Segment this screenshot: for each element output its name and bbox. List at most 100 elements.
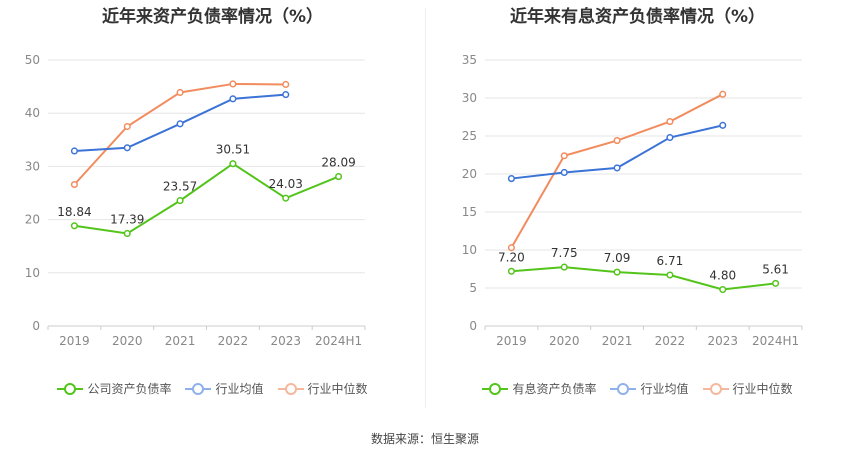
chart-interest-bearing-ratio: 近年来有息资产负债率情况（%） 0 5 10 15 20 25 30 35 2019 2020 20… [425, 0, 850, 410]
data-point [282, 91, 290, 99]
data-point [772, 279, 780, 287]
data-point [176, 197, 184, 205]
data-point [229, 160, 237, 168]
data-point [123, 229, 131, 238]
legend-item-industry-mean[interactable]: 行业均值 [610, 380, 689, 397]
legend-item-interest-bearing-ratio[interactable]: 有息资产负债率 [482, 380, 596, 397]
series-line [511, 266, 776, 291]
data-point [507, 267, 515, 275]
panel-divider [425, 8, 426, 408]
data-label: 24.03 [269, 177, 303, 191]
data-point [282, 194, 290, 202]
y-tick-label: 40 [25, 106, 40, 120]
series-line [74, 162, 339, 235]
legend-label: 行业中位数 [307, 382, 368, 396]
data-label: 7.75 [551, 246, 578, 260]
data-point [719, 121, 727, 129]
chart-plot-area: 0 5 10 15 20 25 30 35 2019 2020 2021 2022 2023 2024H1… [462, 53, 803, 348]
legend-line-icon [482, 382, 509, 395]
y-tick-label: 20 [25, 213, 40, 227]
data-point [666, 271, 674, 279]
data-label: 30.51 [216, 143, 250, 157]
data-label: 18.84 [57, 205, 91, 219]
data-point [176, 88, 184, 97]
data-point [282, 80, 290, 89]
x-tick-label: 2023 [707, 334, 738, 348]
legend-label: 行业均值 [215, 382, 264, 396]
y-tick-label: 10 [462, 243, 477, 257]
chart-legend: 公司资产负债率 行业均值 行业中位数 [0, 380, 425, 397]
legend-item-industry-median[interactable]: 行业中位数 [277, 380, 368, 397]
data-point [560, 263, 568, 271]
chart-asset-liability-ratio: 近年来资产负债率情况（%） 0 10 20 30 40 50 2019 2020 2021 202… [0, 0, 425, 410]
y-tick-label: 0 [469, 319, 477, 333]
x-tick-label: 2022 [655, 334, 686, 348]
series-line [73, 82, 286, 186]
legend-label: 有息资产负债率 [512, 382, 597, 396]
y-tick-label: 5 [469, 281, 477, 295]
data-label: 7.20 [498, 250, 525, 264]
x-tick-label: 2021 [602, 334, 633, 348]
data-point [560, 152, 568, 160]
chart-legend: 有息资产负债率 行业均值 行业中位数 [425, 380, 850, 397]
data-point [613, 164, 621, 172]
legend-line-icon [57, 382, 84, 395]
data-label: 23.57 [163, 180, 197, 194]
y-tick-label: 15 [462, 205, 477, 219]
data-point [613, 268, 621, 276]
legend-line-icon [702, 382, 729, 395]
data-point [70, 180, 78, 189]
legend-item-industry-median[interactable]: 行业中位数 [702, 380, 793, 397]
data-point [70, 147, 78, 155]
data-label: 4.80 [709, 269, 736, 283]
data-point [719, 90, 727, 98]
data-label: 7.09 [604, 251, 631, 265]
legend-label: 公司资产负债率 [87, 382, 172, 396]
y-tick-label: 0 [32, 319, 40, 333]
chart-title: 近年来资产负债率情况（%） [101, 7, 324, 27]
y-tick-label: 30 [25, 159, 40, 173]
y-tick-label: 50 [25, 53, 40, 67]
data-label: 17.39 [110, 212, 144, 226]
data-point [176, 120, 184, 128]
data-point [613, 137, 621, 145]
chart-plot-area: 0 10 20 30 40 50 2019 2020 2021 2022 2023 2024H1 18.… [25, 53, 366, 348]
data-label: 5.61 [762, 262, 789, 276]
y-tick-label: 20 [462, 167, 477, 181]
data-point [560, 168, 568, 177]
legend-label: 行业均值 [640, 382, 689, 396]
data-point [123, 122, 131, 131]
legend-line-icon [610, 382, 637, 395]
data-point [70, 222, 78, 230]
x-tick-label: 2024H1 [752, 334, 799, 348]
data-label: 28.09 [321, 156, 355, 170]
x-tick-label: 2019 [496, 334, 527, 348]
data-point [666, 118, 674, 126]
data-point [507, 244, 515, 252]
x-tick-label: 2020 [549, 334, 580, 348]
x-tick-label: 2019 [59, 334, 90, 348]
x-tick-label: 2021 [165, 334, 196, 348]
data-source-note: 数据来源：恒生聚源 [370, 432, 479, 446]
data-point [123, 144, 131, 152]
x-tick-label: 2024H1 [315, 334, 362, 348]
y-tick-label: 35 [462, 53, 477, 67]
data-point [229, 80, 237, 88]
data-label: 6.71 [657, 254, 684, 268]
data-point [229, 95, 237, 103]
legend-item-industry-mean[interactable]: 行业均值 [185, 380, 264, 397]
x-tick-label: 2022 [218, 334, 249, 348]
data-point [335, 173, 343, 181]
x-tick-label: 2020 [112, 334, 143, 348]
data-point [719, 285, 727, 294]
legend-label: 行业中位数 [732, 382, 793, 396]
y-tick-label: 25 [462, 129, 477, 143]
y-tick-label: 10 [25, 266, 40, 280]
chart-title: 近年来有息资产负债率情况（%） [509, 7, 766, 27]
data-point [507, 175, 515, 183]
legend-item-company-ratio[interactable]: 公司资产负债率 [57, 380, 171, 397]
data-point [666, 133, 674, 142]
y-tick-label: 30 [462, 91, 477, 105]
x-tick-label: 2023 [270, 334, 301, 348]
legend-line-icon [277, 382, 304, 395]
